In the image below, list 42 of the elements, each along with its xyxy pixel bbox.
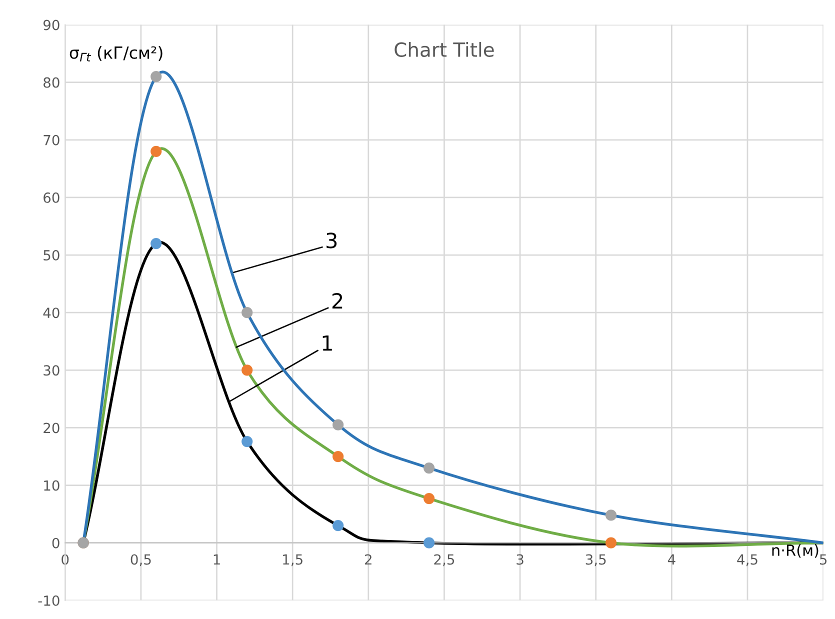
point bbox=[332, 450, 344, 462]
point bbox=[150, 146, 162, 157]
x-tick-label: 4 bbox=[668, 554, 676, 565]
point bbox=[332, 419, 344, 430]
x-tick-label: 0,5 bbox=[130, 554, 151, 566]
point bbox=[242, 307, 253, 318]
point bbox=[150, 71, 162, 82]
point bbox=[332, 520, 344, 532]
annotation: 1 bbox=[322, 335, 332, 351]
point bbox=[424, 537, 435, 548]
y-tick-label: 80 bbox=[44, 77, 60, 88]
x-tick-label: 5 bbox=[820, 554, 827, 565]
text: Chart Title bbox=[394, 42, 494, 57]
y-tick-label: 20 bbox=[44, 422, 60, 434]
point bbox=[424, 492, 435, 504]
x-tick-label: 2 bbox=[365, 554, 372, 565]
y-tick-label: 10 bbox=[44, 480, 60, 491]
x-tick-label: 1,5 bbox=[283, 554, 302, 566]
y-tick-label: -10 bbox=[38, 595, 60, 606]
x-axis-title: n·R(м) bbox=[772, 544, 818, 558]
y-tick-label: 70 bbox=[44, 134, 60, 146]
y-axis-title: σ$_{Гt}$ (кГ/см²) bbox=[70, 46, 162, 62]
point bbox=[242, 436, 253, 448]
x-tick-label: 0 bbox=[62, 554, 69, 565]
y-tick-label: 90 bbox=[43, 20, 60, 30]
y-tick-label: 30 bbox=[44, 365, 60, 376]
point bbox=[242, 364, 253, 376]
point bbox=[424, 462, 435, 474]
x-tick-label: 4,5 bbox=[737, 554, 758, 566]
y-tick-label: 0 bbox=[52, 538, 60, 548]
y-tick-label: 50 bbox=[44, 250, 60, 260]
annotation: 2 bbox=[332, 292, 342, 308]
annotation: 3 bbox=[326, 232, 337, 248]
x-tick-label: 3,5 bbox=[586, 554, 606, 566]
y-tick-label: 60 bbox=[44, 192, 60, 203]
point bbox=[150, 238, 162, 250]
x-tick-label: 1 bbox=[214, 554, 220, 565]
x-tick-label: 3 bbox=[516, 554, 524, 565]
point bbox=[605, 510, 617, 521]
point bbox=[605, 537, 617, 548]
y-tick-label: 40 bbox=[43, 308, 60, 318]
x-tick-label: 2,5 bbox=[434, 554, 454, 566]
